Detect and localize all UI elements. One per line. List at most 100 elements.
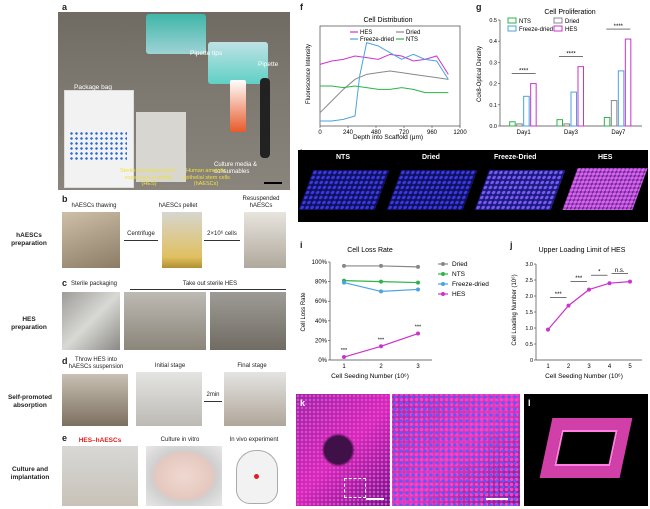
g-ytick-label: 0.1 bbox=[489, 103, 497, 109]
row-d-side-label: Self-promoted absorption bbox=[7, 394, 53, 409]
panel-a-photo: Pipette tips Pipette Package bag Culture… bbox=[58, 12, 290, 190]
i-legend-label: NTS bbox=[452, 271, 466, 278]
g-bar-dried bbox=[610, 100, 618, 127]
panel-k-image-1 bbox=[296, 394, 390, 506]
i-xtick-label: 3 bbox=[416, 364, 420, 370]
row-e-caption-2: Culture in vitro bbox=[160, 437, 200, 443]
chart-f-title: Cell Distribution bbox=[363, 17, 412, 24]
row-c-caption-2: Take out sterile HES bbox=[182, 281, 238, 287]
chart-j-title: Upper Loading Limit of HES bbox=[539, 247, 626, 254]
package-bag-dots bbox=[69, 131, 127, 161]
culture-tube bbox=[230, 80, 246, 132]
g-sig-star: **** bbox=[566, 52, 576, 58]
render-freeze-dried bbox=[474, 170, 566, 210]
g-bar-freeze-dried bbox=[523, 95, 530, 127]
row-d-photo-3 bbox=[224, 372, 286, 426]
pipette-tips-box-2 bbox=[208, 42, 268, 84]
g-bar-hes bbox=[577, 66, 584, 127]
j-annotation: n.s. bbox=[615, 268, 625, 274]
j-xtick-label: 4 bbox=[608, 364, 612, 370]
row-b-arrow1-label: Centrifuge bbox=[127, 231, 155, 237]
i-point-nts bbox=[379, 279, 383, 284]
label-culture-media: Culture media & consumables bbox=[214, 162, 258, 175]
label-pipette: Pipette bbox=[258, 61, 279, 68]
g-bar-dried bbox=[516, 123, 523, 127]
row-d-arrow bbox=[204, 401, 222, 402]
label-pipette-tips: Pipette tips bbox=[190, 50, 223, 57]
f-legend-label: Freeze-dried bbox=[360, 37, 394, 43]
row-d-caption-1: Throw HES into hAESCs suspension bbox=[68, 357, 124, 370]
g-ytick-label: 0.2 bbox=[489, 82, 497, 88]
f-xtick-label: 480 bbox=[371, 130, 382, 136]
label-h-dried: Dried bbox=[422, 154, 440, 161]
row-d-arrow-label: 2min bbox=[206, 392, 220, 398]
j-point-hes bbox=[587, 287, 591, 292]
g-ytick-label: 0.4 bbox=[489, 39, 497, 45]
chart-f-frame bbox=[319, 25, 461, 127]
i-ytick-label: 60% bbox=[315, 299, 328, 305]
f-series-nts bbox=[320, 85, 449, 94]
row-e-side-label: Culture and implantation bbox=[10, 466, 50, 481]
g-legend-swatch bbox=[553, 25, 563, 32]
label-hes: Sterile packaged hyper-expansion scaffol… bbox=[119, 168, 179, 187]
f-xtick-label: 960 bbox=[427, 130, 438, 136]
i-ytick-label: 100% bbox=[312, 260, 328, 266]
j-xtick-label: 2 bbox=[567, 364, 571, 370]
g-legend-label: Dried bbox=[565, 19, 579, 25]
j-ytick-label: 1.5 bbox=[525, 310, 533, 316]
row-c-photo-2 bbox=[124, 292, 206, 350]
row-b-photo-2 bbox=[162, 212, 202, 268]
j-point-hes bbox=[628, 279, 632, 284]
f-legend-label: NTS bbox=[406, 37, 418, 43]
chart-f: Cell Distribution Fluorescence Intensity… bbox=[306, 17, 467, 141]
row-e-caption-3: In vivo experiment bbox=[229, 437, 279, 443]
f-series-freeze-dried bbox=[320, 42, 449, 122]
row-b-caption-1: hAESCs thawing bbox=[71, 203, 117, 209]
g-bar-freeze-dried bbox=[570, 91, 577, 127]
pipette-device bbox=[260, 78, 270, 158]
i-sig-star: *** bbox=[378, 337, 385, 343]
i-xtick-label: 1 bbox=[342, 364, 346, 370]
render-dried bbox=[386, 170, 478, 210]
j-ytick-label: 0 bbox=[530, 358, 533, 364]
i-legend-label: HES bbox=[452, 291, 466, 298]
chart-i-ylabel: Cell Loss Rate bbox=[301, 292, 307, 332]
row-b-arrow2-label: 2×10⁶ cells bbox=[207, 231, 237, 237]
label-h-freeze-dried: Freeze-Dried bbox=[494, 154, 537, 161]
i-legend-marker bbox=[441, 292, 445, 296]
g-legend-label: Freeze-dried bbox=[519, 27, 553, 33]
i-ytick-label: 80% bbox=[315, 280, 328, 286]
g-legend-label: HES bbox=[565, 27, 577, 33]
package-bag bbox=[64, 90, 134, 188]
hes-packages bbox=[136, 112, 186, 182]
render-hes bbox=[562, 168, 648, 210]
row-b-caption-3: Resuspended hAESCs bbox=[242, 196, 280, 209]
row-c-photo-1 bbox=[62, 292, 120, 350]
i-point-freeze-dried bbox=[379, 289, 383, 294]
f-series-hes bbox=[319, 53, 449, 75]
f-series-dried bbox=[319, 70, 449, 114]
j-xtick-label: 3 bbox=[587, 364, 591, 370]
panel-i-letter: i bbox=[300, 240, 303, 250]
row-c-photo-3 bbox=[210, 292, 286, 350]
i-point-dried bbox=[379, 263, 383, 268]
label-h-hes: HES bbox=[598, 154, 613, 161]
panel-l-letter: l bbox=[528, 398, 531, 408]
f-xtick-label: 0 bbox=[318, 130, 322, 136]
g-bar-nts bbox=[556, 119, 563, 127]
panel-h-strip: NTS Dried Freeze-Dried HES bbox=[298, 150, 648, 222]
row-e-photo-1 bbox=[62, 446, 138, 506]
f-legend-label: Dried bbox=[406, 30, 420, 36]
label-haescs: Human amniotic epithelial stem cells (hA… bbox=[182, 168, 230, 187]
g-bar-nts bbox=[509, 121, 516, 127]
g-category-label: Day1 bbox=[517, 130, 532, 136]
i-point-nts bbox=[416, 280, 420, 285]
g-ytick-label: 0.5 bbox=[489, 18, 497, 24]
chart-g-title: Cell Proliferation bbox=[544, 9, 595, 16]
panel-k-letter: k bbox=[300, 398, 306, 408]
g-legend-label: NTS bbox=[519, 19, 531, 25]
row-c-bracket bbox=[130, 289, 286, 290]
g-bar-hes bbox=[624, 38, 632, 127]
panel-c-letter: c bbox=[62, 278, 68, 288]
scaffold-frame-render bbox=[539, 418, 633, 478]
